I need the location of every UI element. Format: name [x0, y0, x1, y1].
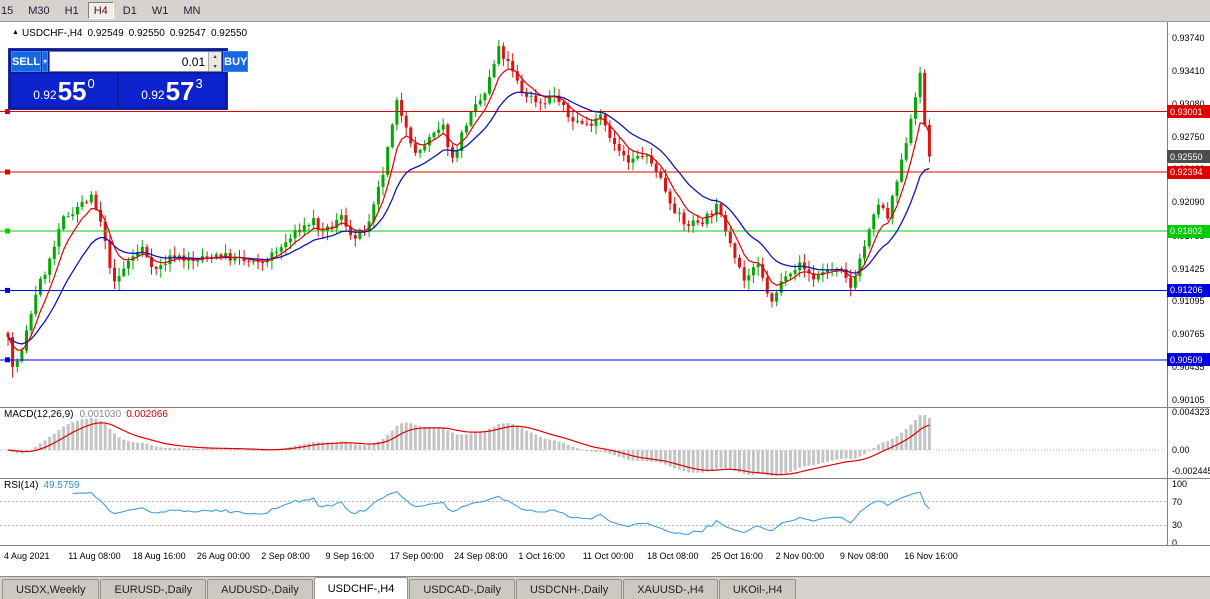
rsi-chart — [0, 490, 1167, 535]
price-axis-label: 0.91425 — [1172, 263, 1205, 274]
rsi-label: RSI(14) 49.5759 — [4, 480, 80, 491]
price-axis-label: 0.92750 — [1172, 131, 1205, 142]
chart-tab-usdchf-h4[interactable]: USDCHF-,H4 — [313, 577, 409, 599]
level-price-tag: 0.90509 — [1167, 353, 1210, 367]
timeframe-button-15[interactable]: 15 — [0, 2, 19, 19]
macd-axis-label: 0.004323 — [1172, 407, 1210, 417]
volume-increase-button[interactable]: ▴ — [213, 53, 217, 60]
sell-price-display[interactable]: 0.92 55 0 — [11, 74, 117, 107]
timeframe-button-d1[interactable]: D1 — [117, 2, 143, 19]
price-axis-label: 0.93080 — [1172, 98, 1205, 109]
volume-stepper: ▴ ▾ — [208, 52, 222, 71]
price-axis-label: 0.90435 — [1172, 362, 1205, 373]
chart-tab-xauusd-h4[interactable]: XAUUSD-,H4 — [623, 579, 718, 599]
time-axis-label: 4 Aug 2021 — [4, 551, 50, 561]
chart-tab-usdcad-daily[interactable]: USDCAD-,Daily — [409, 579, 515, 599]
time-axis-label: 24 Sep 08:00 — [454, 551, 508, 561]
time-axis-label: 11 Aug 08:00 — [68, 551, 121, 561]
time-axis-label: 26 Aug 00:00 — [196, 551, 250, 561]
buy-price-display[interactable]: 0.92 57 3 — [119, 74, 225, 107]
rsi-axis-label: 100 — [1172, 479, 1188, 489]
volume-input[interactable] — [50, 52, 209, 71]
chart-tab-bar: USDX,Weekly EURUSD-,Daily AUDUSD-,Daily USD… — [0, 576, 1210, 599]
rsi-axis: 100 70 30 0 — [1168, 478, 1210, 545]
pane-separator — [0, 407, 1210, 408]
candlestick-chart — [0, 40, 1167, 378]
chart-title: ▲ USDCHF-,H4 0.92549 0.92550 0.92547 0.92550 — [12, 28, 247, 39]
level-price-tag: 0.91206 — [1167, 283, 1210, 297]
time-axis-label: 18 Aug 16:00 — [132, 551, 186, 561]
macd-chart — [0, 415, 1167, 476]
price-axis-label: 0.91095 — [1172, 296, 1205, 307]
time-axis-label: 2 Sep 08:00 — [261, 551, 310, 561]
rsi-axis-label: 0 — [1172, 538, 1178, 545]
triangle-icon: ▲ — [12, 29, 19, 36]
volume-field: ▴ ▾ — [49, 51, 223, 72]
time-axis-label: 25 Oct 16:00 — [711, 551, 763, 561]
level-price-tag: 0.93001 — [1167, 105, 1210, 119]
rsi-axis-label: 70 — [1172, 496, 1183, 507]
price-axis-label: 0.90105 — [1172, 395, 1205, 405]
time-axis-label: 11 Oct 00:00 — [582, 551, 634, 561]
chart-tab-eurusd-daily[interactable]: EURUSD-,Daily — [100, 579, 207, 599]
macd-label: MACD(12,26,9) 0.001030 0.002066 — [4, 409, 168, 420]
timeframe-button-w1[interactable]: W1 — [146, 2, 175, 19]
time-axis-label: 9 Nov 08:00 — [839, 551, 889, 561]
time-axis-label: 1 Oct 16:00 — [518, 551, 565, 561]
rsi-axis-label: 30 — [1172, 520, 1183, 531]
level-price-tag: 0.92394 — [1167, 165, 1210, 179]
price-axis-label: 0.93740 — [1172, 33, 1205, 43]
timeframe-button-m30[interactable]: M30 — [22, 2, 55, 19]
ohlc-values: 0.92549 0.92550 0.92547 0.92550 — [87, 28, 248, 39]
timeframe-toolbar: 15 M30 H1 H4 D1 W1 MN — [0, 0, 1210, 22]
symbol-timeframe-label: USDCHF-,H4 — [21, 28, 83, 39]
time-axis-label: 18 Oct 08:00 — [647, 551, 699, 561]
macd-axis-label: -0.002445 — [1172, 466, 1210, 477]
time-axis-label: 17 Sep 00:00 — [389, 551, 444, 561]
time-axis-label: 2 Nov 00:00 — [775, 551, 825, 561]
chart-tab-audusd-daily[interactable]: AUDUSD-,Daily — [207, 579, 313, 599]
current-price-tag: 0.92550 — [1167, 150, 1210, 163]
sell-button[interactable]: SELL — [11, 51, 42, 72]
level-price-tag: 0.91802 — [1167, 224, 1210, 238]
price-axis-label: 0.92090 — [1172, 197, 1205, 208]
price-axis-separator — [1167, 22, 1168, 545]
price-axis[interactable]: 0.937400.934100.930800.927500.924200.920… — [1167, 22, 1210, 407]
main-chart-pane[interactable]: ▲ USDCHF-,H4 0.92549 0.92550 0.92547 0.92550 … — [0, 22, 1210, 407]
chart-tab-usdcnh-daily[interactable]: USDCNH-,Daily — [515, 579, 623, 599]
buy-button[interactable]: BUY — [223, 51, 249, 72]
timeframe-button-h1[interactable]: H1 — [59, 2, 85, 19]
rsi-pane[interactable]: RSI(14) 49.5759 100 70 30 0 — [0, 478, 1210, 545]
volume-decrease-button[interactable]: ▾ — [213, 62, 217, 70]
time-axis-label: 9 Sep 16:00 — [325, 551, 375, 561]
chevron-down-icon: ▾ — [43, 57, 48, 66]
price-axis-label: 0.90765 — [1172, 329, 1205, 340]
macd-axis: 0.004323 0.00 -0.002445 — [1168, 407, 1210, 478]
timeframe-button-h4[interactable]: H4 — [87, 2, 114, 19]
time-axis[interactable]: 4 Aug 2021 11 Aug 08:00 18 Aug 16:00 26 Aug… — [0, 545, 1210, 576]
volume-dropdown-button[interactable]: ▾ — [42, 51, 49, 72]
chart-window: ▲ USDCHF-,H4 0.92549 0.92550 0.92547 0.92550 … — [0, 22, 1210, 576]
macd-pane[interactable]: MACD(12,26,9) 0.001030 0.002066 0.004323 0.… — [0, 407, 1210, 478]
time-axis-label: 16 Nov 16:00 — [904, 551, 958, 561]
pane-separator — [0, 478, 1210, 479]
chart-tab-ukoil-h4[interactable]: UKOil-,H4 — [718, 579, 797, 599]
price-axis-label: 0.93410 — [1172, 65, 1205, 76]
macd-axis-label: 0.00 — [1172, 445, 1190, 455]
pane-separator — [0, 545, 1210, 546]
chart-tab-usdx-weekly[interactable]: USDX,Weekly — [2, 579, 100, 599]
timeframe-button-mn[interactable]: MN — [177, 2, 206, 19]
